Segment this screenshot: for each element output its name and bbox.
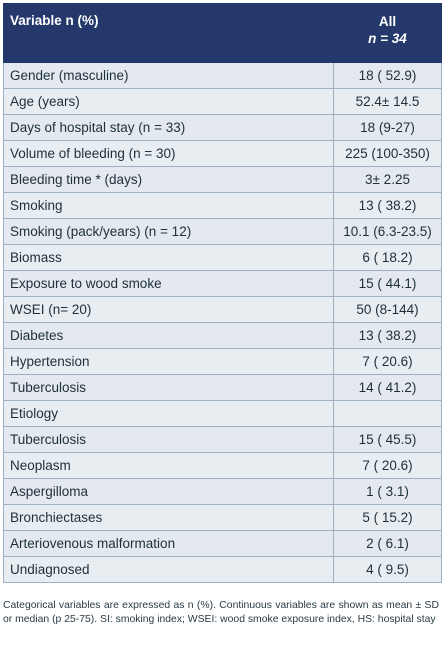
row-value: 2 ( 6.1) <box>333 530 442 557</box>
row-label: Diabetes <box>3 322 334 349</box>
row-value: 6 ( 18.2) <box>333 244 442 271</box>
row-label: Neoplasm <box>3 452 334 479</box>
row-value: 3± 2.25 <box>333 166 442 193</box>
row-label: Undiagnosed <box>3 556 334 583</box>
table-row: Diabetes 13 ( 38.2) <box>3 322 442 349</box>
table-row: Smoking 13 ( 38.2) <box>3 192 442 219</box>
row-label: Tuberculosis <box>3 426 334 453</box>
row-label: Smoking <box>3 192 334 219</box>
row-label: Hypertension <box>3 348 334 375</box>
sample-size-label: n = 34 <box>368 31 407 46</box>
row-value <box>333 400 442 427</box>
row-value: 7 ( 20.6) <box>333 452 442 479</box>
row-label: Smoking (pack/years) (n = 12) <box>3 218 334 245</box>
table-row: Neoplasm 7 ( 20.6) <box>3 452 442 479</box>
table-row: Bleeding time * (days) 3± 2.25 <box>3 166 442 193</box>
table-row: Exposure to wood smoke 15 ( 44.1) <box>3 270 442 297</box>
table-row: Bronchiectases 5 ( 15.2) <box>3 504 442 531</box>
all-column-header: All n = 34 <box>333 3 442 63</box>
row-label: Days of hospital stay (n = 33) <box>3 114 334 141</box>
all-label: All <box>378 14 397 29</box>
row-value: 15 ( 45.5) <box>333 426 442 453</box>
table-row: Smoking (pack/years) (n = 12) 10.1 (6.3-… <box>3 218 442 245</box>
table-row: Undiagnosed 4 ( 9.5) <box>3 556 442 583</box>
row-label: Aspergilloma <box>3 478 334 505</box>
table-footnote: Categorical variables are expressed as n… <box>3 600 439 625</box>
table-row: Days of hospital stay (n = 33) 18 (9-27) <box>3 114 442 141</box>
row-label: Bronchiectases <box>3 504 334 531</box>
row-value: 13 ( 38.2) <box>333 192 442 219</box>
row-value: 18 (9-27) <box>333 114 442 141</box>
row-value: 15 ( 44.1) <box>333 270 442 297</box>
table-row: Age (years) 52.4± 14.5 <box>3 88 442 115</box>
patient-characteristics-table: Variable n (%) All n = 34 Gender (mascul… <box>3 3 442 583</box>
row-label: Etiology <box>3 400 334 427</box>
row-value: 4 ( 9.5) <box>333 556 442 583</box>
table-row: Hypertension 7 ( 20.6) <box>3 348 442 375</box>
table-row: Volume of bleeding (n = 30) 225 (100-350… <box>3 140 442 167</box>
row-value: 13 ( 38.2) <box>333 322 442 349</box>
table-body: Gender (masculine) 18 ( 52.9) Age (years… <box>3 62 442 583</box>
row-label: Arteriovenous malformation <box>3 530 334 557</box>
row-value: 225 (100-350) <box>333 140 442 167</box>
row-label: WSEI (n= 20) <box>3 296 334 323</box>
row-value: 7 ( 20.6) <box>333 348 442 375</box>
row-value: 18 ( 52.9) <box>333 62 442 89</box>
variable-column-header: Variable n (%) <box>3 3 334 63</box>
table-row: Aspergilloma 1 ( 3.1) <box>3 478 442 505</box>
row-value: 14 ( 41.2) <box>333 374 442 401</box>
table-row: Tuberculosis 15 ( 45.5) <box>3 426 442 453</box>
row-label: Gender (masculine) <box>3 62 334 89</box>
section-row-etiology: Etiology <box>3 400 442 427</box>
row-value: 5 ( 15.2) <box>333 504 442 531</box>
table-header: Variable n (%) All n = 34 <box>3 3 442 63</box>
row-value: 50 (8-144) <box>333 296 442 323</box>
row-label: Exposure to wood smoke <box>3 270 334 297</box>
row-label: Biomass <box>3 244 334 271</box>
table-row: Biomass 6 ( 18.2) <box>3 244 442 271</box>
table-row: Tuberculosis 14 ( 41.2) <box>3 374 442 401</box>
row-value: 1 ( 3.1) <box>333 478 442 505</box>
row-value: 10.1 (6.3-23.5) <box>333 218 442 245</box>
header-row: Variable n (%) All n = 34 <box>3 3 442 63</box>
table-row: Gender (masculine) 18 ( 52.9) <box>3 62 442 89</box>
row-value: 52.4± 14.5 <box>333 88 442 115</box>
row-label: Volume of bleeding (n = 30) <box>3 140 334 167</box>
row-label: Age (years) <box>3 88 334 115</box>
table-row: Arteriovenous malformation 2 ( 6.1) <box>3 530 442 557</box>
row-label: Bleeding time * (days) <box>3 166 334 193</box>
table-row: WSEI (n= 20) 50 (8-144) <box>3 296 442 323</box>
row-label: Tuberculosis <box>3 374 334 401</box>
